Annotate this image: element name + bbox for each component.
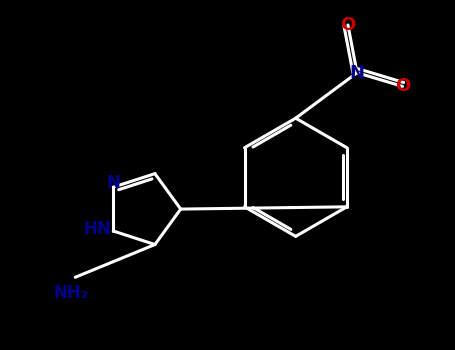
Text: N: N xyxy=(349,64,364,82)
Text: O: O xyxy=(340,16,355,34)
Text: NH₂: NH₂ xyxy=(53,284,88,302)
Text: N: N xyxy=(106,174,120,192)
Text: HN: HN xyxy=(83,220,111,238)
Text: O: O xyxy=(395,77,410,95)
